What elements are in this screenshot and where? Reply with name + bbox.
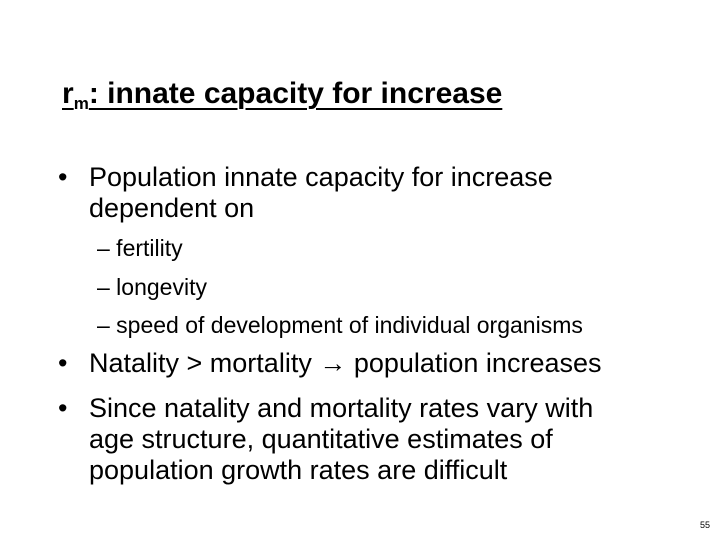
bullet-line: age structure, quantitative estimates of [89,424,553,454]
bullet-line: Population innate capacity for increase [89,162,553,192]
title-subscript-m: m [73,94,89,113]
bullet-dot: • [58,162,68,192]
sub-item-speed-of-development: – speed of development of individual org… [97,312,583,338]
title-r: r [62,77,74,110]
sub-item-longevity: – longevity [97,274,207,300]
bullet-text: Since natality and mortality rates vary … [89,393,593,486]
sub-item-fertility: – fertility [97,235,183,261]
slide-title: rm: innate capacity for increase [62,74,502,124]
bullet-line: Natality > mortality → population increa… [89,348,602,378]
bullet-line: dependent on [89,193,255,223]
bullet-text: Natality > mortality → population increa… [89,348,602,379]
title-text: : innate capacity for increase [88,77,503,110]
page-number: 55 [699,520,710,530]
bullet-dot: • [58,393,68,423]
bullet-line: Since natality and mortality rates vary … [89,393,594,423]
bullet-line: population growth rates are difficult [89,455,508,485]
bullet-dot: • [58,348,68,378]
bullet-text: Population innate capacity for increase … [89,162,553,224]
